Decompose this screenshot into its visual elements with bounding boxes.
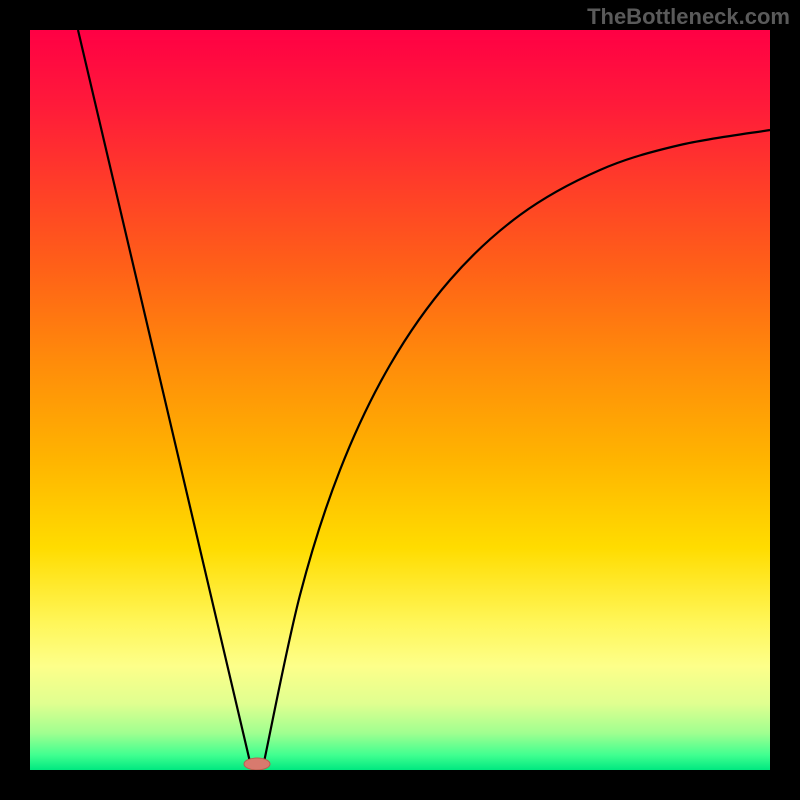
plot-background: [30, 30, 770, 770]
border-bottom: [0, 770, 800, 800]
border-right: [770, 0, 800, 800]
bottleneck-chart: [0, 0, 800, 800]
border-left: [0, 0, 30, 800]
optimal-marker: [244, 758, 270, 770]
chart-container: TheBottleneck.com: [0, 0, 800, 800]
watermark-text: TheBottleneck.com: [587, 4, 790, 30]
